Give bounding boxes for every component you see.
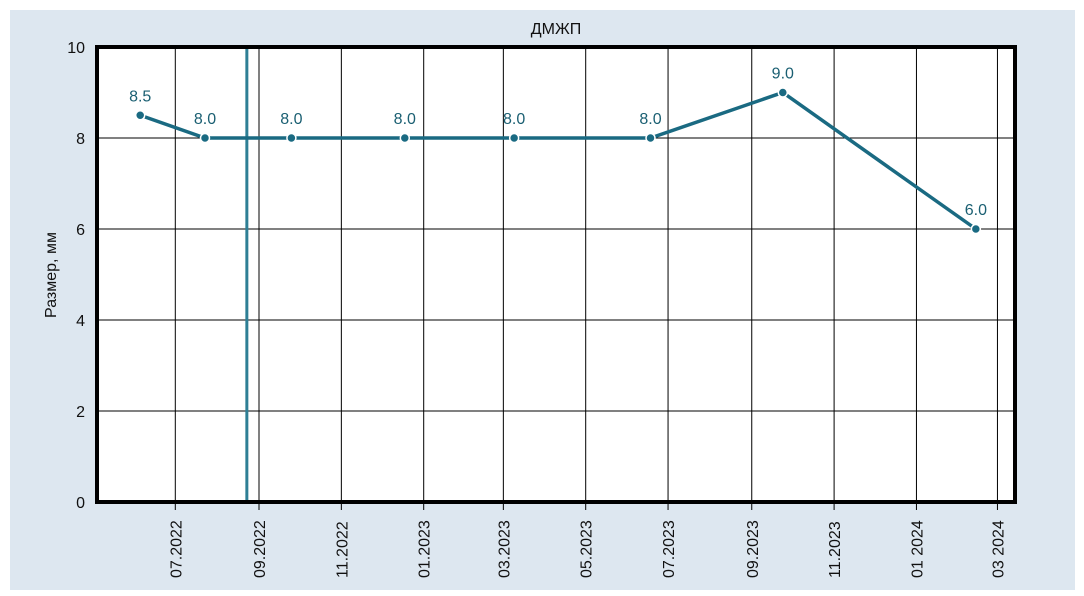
chart-title: ДМЖП xyxy=(531,21,581,38)
plot-border xyxy=(95,45,1017,504)
y-tick-label: 4 xyxy=(76,313,85,330)
y-tick-label: 2 xyxy=(76,404,85,421)
data-label: 8.0 xyxy=(394,111,416,128)
x-tick-label: 11.2023 xyxy=(827,521,844,578)
data-point xyxy=(399,132,411,144)
data-label: 6.0 xyxy=(965,202,987,219)
x-tick-label: 11.2022 xyxy=(334,521,351,578)
y-axis-label: Размер, мм xyxy=(43,232,60,318)
x-tick-label: 09.2022 xyxy=(252,520,269,578)
data-point xyxy=(970,223,982,235)
data-label: 9.0 xyxy=(772,66,794,83)
x-tick-label: 01 2024 xyxy=(909,520,926,578)
x-tick-label: 03.2023 xyxy=(496,520,513,578)
x-tick-label: 07.2022 xyxy=(168,520,185,578)
x-tick-label: 03 2024 xyxy=(990,520,1007,578)
data-label: 8.0 xyxy=(194,111,216,128)
y-tick-label: 6 xyxy=(76,222,85,239)
data-label: 8.5 xyxy=(129,88,151,105)
data-point xyxy=(777,87,789,98)
series-line xyxy=(139,90,977,231)
plot-area xyxy=(97,47,1015,502)
y-tick-label: 8 xyxy=(76,131,85,148)
y-tick-label: 0 xyxy=(76,495,85,512)
data-point xyxy=(508,132,520,144)
data-point xyxy=(645,132,656,144)
x-tick-label: 05.2023 xyxy=(579,520,596,578)
x-tick-label: 07.2023 xyxy=(661,520,678,578)
data-point xyxy=(199,132,211,144)
data-label: 8.0 xyxy=(503,111,525,128)
data-label: 8.0 xyxy=(639,111,661,128)
y-tick-label: 10 xyxy=(67,40,85,57)
data-point xyxy=(134,110,146,121)
data-label: 8.0 xyxy=(280,111,302,128)
x-tick-label: 09.2023 xyxy=(745,520,762,578)
data-point xyxy=(286,132,297,144)
x-tick-label: 01.2023 xyxy=(417,520,434,578)
